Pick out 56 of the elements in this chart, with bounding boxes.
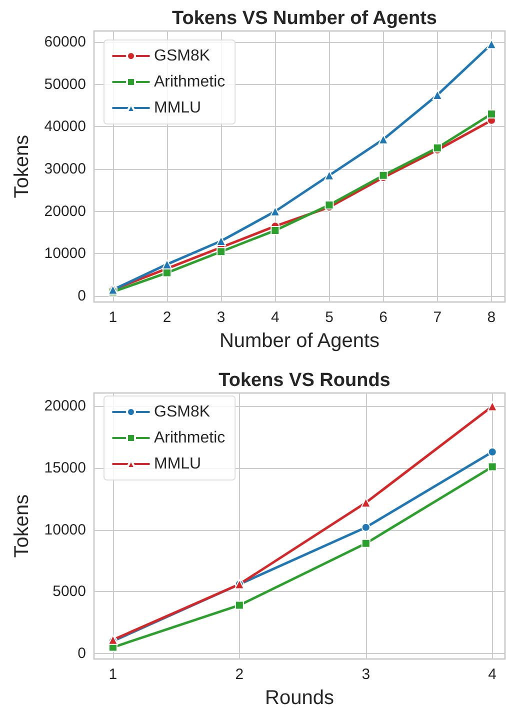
chart-title: Tokens VS Rounds [218, 370, 390, 391]
x-tick-label: 1 [108, 309, 118, 326]
legend-label: Arithmetic [154, 430, 226, 446]
point [270, 226, 280, 235]
legend-label: Arithmetic [154, 74, 226, 90]
point [378, 134, 388, 144]
x-axis-title: Number of Agents [219, 330, 380, 352]
point [432, 90, 442, 100]
point [216, 247, 226, 256]
point [486, 109, 496, 118]
point [432, 143, 442, 152]
x-tick-label: 8 [487, 309, 496, 326]
point [486, 39, 496, 50]
legend-label: GSM8K [154, 404, 210, 420]
x-tick-label: 2 [162, 309, 172, 326]
y-axis-title: Tokens [11, 134, 33, 198]
x-tick-label: 2 [235, 666, 244, 683]
y-tick-label: 0 [78, 644, 86, 662]
point [488, 447, 497, 456]
y-tick-label: 20000 [44, 398, 86, 415]
point [216, 236, 226, 246]
chart-title: Tokens VS Number of Agents [172, 8, 437, 29]
x-tick-label: 3 [216, 309, 226, 326]
point [378, 170, 388, 180]
x-axis-title: Rounds [265, 687, 334, 709]
y-tick-label: 20000 [44, 202, 86, 220]
y-tick-label: 10000 [44, 521, 86, 538]
y-tick-label: 60000 [44, 34, 86, 51]
legend-label: MMLU [154, 456, 202, 472]
y-tick-label: 0 [78, 288, 86, 305]
point [162, 259, 172, 270]
y-tick-label: 50000 [44, 76, 86, 93]
y-tick-label: 5000 [52, 583, 86, 600]
point [162, 268, 172, 278]
point [361, 522, 370, 532]
y-axis-title: Tokens [11, 494, 33, 558]
point [361, 538, 370, 548]
point [324, 170, 334, 180]
x-tick-label: 7 [433, 309, 442, 326]
point [234, 600, 244, 610]
x-tick-label: 1 [108, 666, 118, 683]
point [487, 401, 498, 412]
legend-label: GSM8K [154, 48, 210, 64]
point [488, 462, 497, 472]
x-tick-label: 4 [270, 309, 280, 326]
point [360, 498, 371, 508]
y-tick-label: 15000 [44, 460, 86, 477]
y-tick-label: 10000 [44, 245, 86, 262]
x-tick-label: 4 [488, 666, 497, 683]
x-tick-label: 3 [362, 666, 370, 683]
legend-label: MMLU [154, 100, 202, 116]
x-tick-label: 6 [379, 309, 388, 326]
y-tick-label: 40000 [44, 118, 86, 136]
point [270, 206, 280, 216]
y-tick-label: 30000 [44, 160, 86, 178]
x-tick-label: 5 [325, 309, 334, 326]
